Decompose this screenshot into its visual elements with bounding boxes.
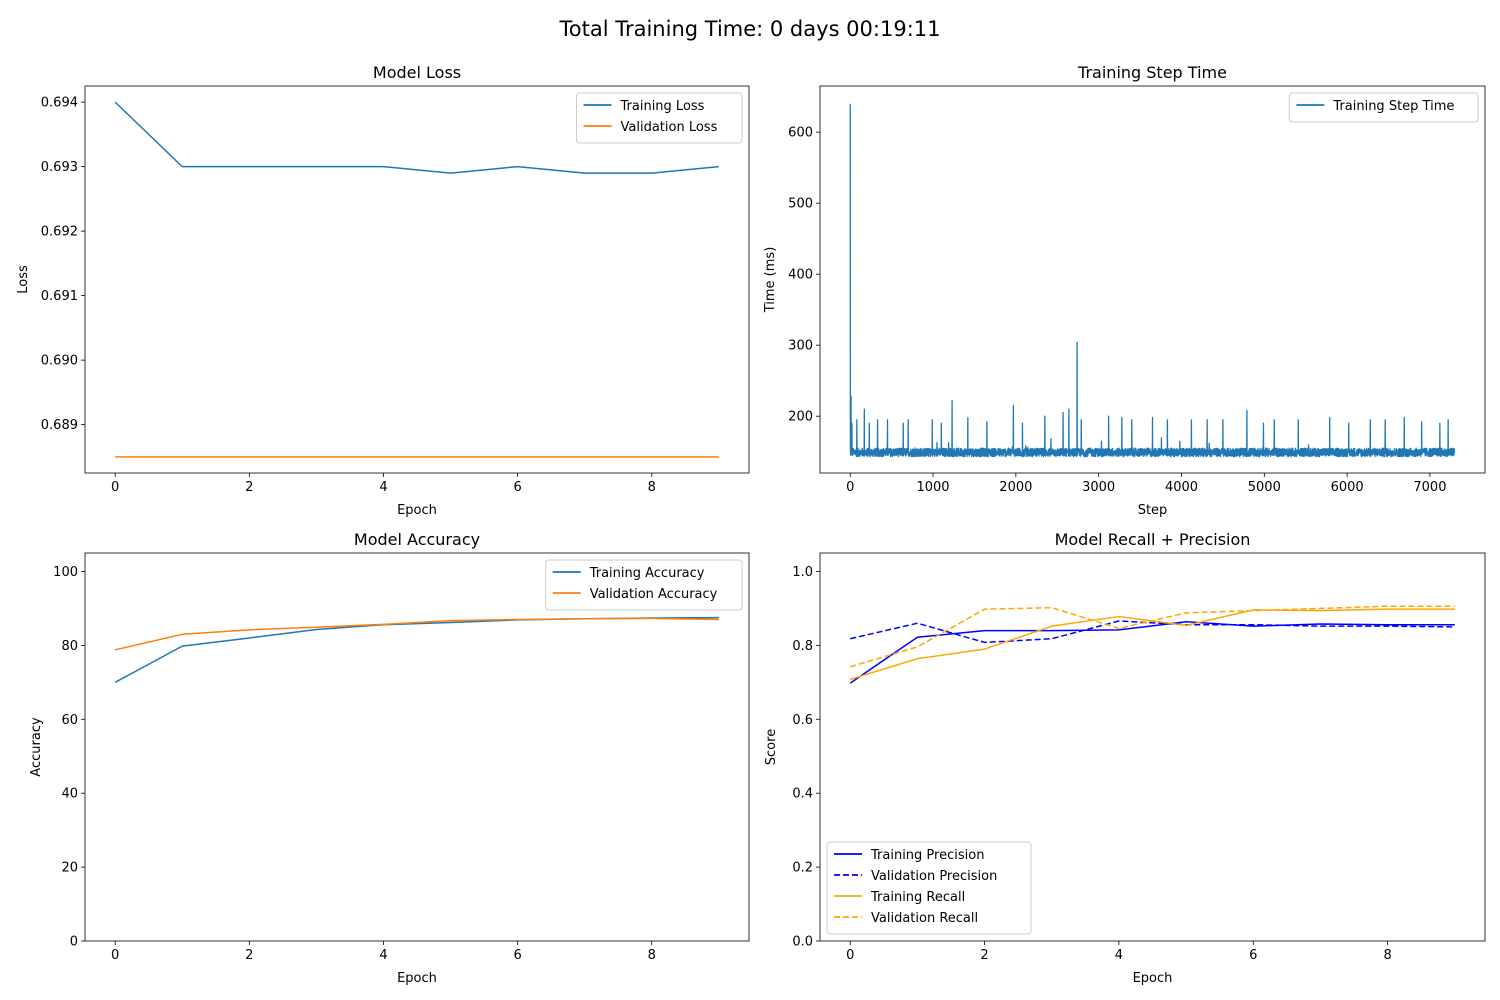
- series-line-training-loss: [114, 101, 719, 174]
- x-axis-label: Epoch: [397, 503, 437, 518]
- y-tick-label: 0.693: [41, 160, 78, 175]
- y-tick-label: 600: [788, 126, 813, 141]
- x-tick-label: 0: [111, 948, 119, 963]
- legend-box: [1288, 92, 1479, 123]
- plot-area: [114, 616, 719, 683]
- series-line-validation-accuracy: [115, 617, 719, 651]
- x-tick-label: 6: [513, 948, 521, 963]
- chart-recall_precision: Model Recall + Precision 0 2 4 6 8 0.0 0.2 0.4 0.…: [764, 530, 1486, 986]
- x-tick-label: 4: [379, 480, 387, 495]
- y-tick-label: 40: [61, 787, 78, 802]
- x-tick-label: 2: [245, 948, 253, 963]
- legend: Training Loss Validation Loss: [576, 92, 743, 144]
- legend-label: Training Step Time: [1332, 99, 1454, 114]
- plot-area: [849, 605, 1455, 684]
- series-line-validation-precision: [850, 620, 1455, 644]
- plot-area: [114, 101, 719, 458]
- series-line-training-precision: [849, 620, 1455, 684]
- x-tick-label: 3000: [1082, 480, 1115, 495]
- chart-steptime: Training Step Time 0 1000 2000 3000 4000 5000 6…: [763, 63, 1486, 518]
- legend-box: [826, 841, 1032, 935]
- x-axis-label: Step: [1138, 503, 1168, 518]
- y-tick-label: 300: [788, 339, 813, 354]
- y-tick-label: 0: [70, 935, 78, 950]
- y-tick-label: 0.691: [41, 289, 78, 304]
- x-tick-label: 5000: [1248, 480, 1281, 495]
- legend-label: Training Loss: [620, 99, 705, 114]
- x-tick-label: 6000: [1331, 480, 1364, 495]
- y-tick-label: 80: [61, 639, 78, 654]
- y-tick-label: 0.690: [41, 354, 78, 369]
- x-tick-label: 7000: [1413, 480, 1446, 495]
- y-tick-label: 400: [788, 268, 813, 283]
- x-tick-label: 8: [648, 948, 656, 963]
- legend-label: Validation Recall: [871, 911, 978, 926]
- legend: Training Accuracy Validation Accuracy: [545, 559, 743, 611]
- x-tick-label: 8: [648, 480, 656, 495]
- chart-title: Model Accuracy: [354, 530, 480, 549]
- x-tick-label: 4000: [1165, 480, 1198, 495]
- x-tick-label: 2: [245, 480, 253, 495]
- y-tick-label: 20: [61, 861, 78, 876]
- x-tick-label: 8: [1383, 948, 1391, 963]
- y-tick-label: 100: [53, 565, 78, 580]
- y-tick-label: 0.692: [41, 225, 78, 240]
- axes-frame: [819, 552, 1486, 942]
- y-tick-label: 0.4: [792, 787, 813, 802]
- legend-label: Training Recall: [870, 890, 965, 905]
- legend-label: Training Accuracy: [589, 566, 705, 581]
- x-tick-label: 1000: [916, 480, 949, 495]
- legend-label: Validation Precision: [871, 869, 997, 884]
- chart-title: Model Loss: [373, 63, 461, 82]
- y-axis-label: Time (ms): [763, 247, 778, 314]
- x-tick-label: 2: [980, 948, 988, 963]
- chart-title: Training Step Time: [1077, 63, 1227, 82]
- x-tick-label: 0: [111, 480, 119, 495]
- y-tick-label: 0.2: [792, 861, 813, 876]
- y-tick-label: 60: [61, 713, 78, 728]
- y-tick-label: 0.0: [792, 935, 813, 950]
- legend-label: Validation Accuracy: [590, 587, 718, 602]
- axes-frame: [819, 85, 1486, 474]
- legend: Training Step Time: [1288, 92, 1479, 123]
- x-tick-label: 6: [513, 480, 521, 495]
- y-axis-label: Accuracy: [29, 717, 44, 777]
- y-axis-label: Score: [764, 729, 779, 765]
- y-tick-label: 0.694: [41, 96, 78, 111]
- y-tick-label: 500: [788, 197, 813, 212]
- legend: Training Precision Validation Precision Tr…: [826, 841, 1032, 935]
- series-line-validation-recall: [850, 605, 1455, 668]
- x-axis-label: Epoch: [1133, 971, 1173, 986]
- legend-box: [576, 92, 743, 144]
- legend-label: Validation Loss: [621, 120, 718, 135]
- chart-loss: Model Loss 0 2 4 6 8 0.689 0.690 0.691 0.692 0.693…: [16, 63, 750, 518]
- series-line-training-accuracy: [114, 616, 719, 683]
- axes-frame: [84, 552, 750, 942]
- y-tick-label: 0.8: [792, 639, 813, 654]
- x-axis-label: Epoch: [397, 971, 437, 986]
- x-tick-label: 4: [1115, 948, 1123, 963]
- x-tick-label: 6: [1249, 948, 1257, 963]
- legend-box: [545, 559, 743, 611]
- y-tick-label: 0.689: [41, 418, 78, 433]
- chart-title: Model Recall + Precision: [1055, 530, 1251, 549]
- axes-frame: [84, 85, 750, 474]
- legend-label: Training Precision: [870, 848, 984, 863]
- x-tick-label: 0: [846, 480, 854, 495]
- plot-area: [849, 103, 1456, 458]
- y-tick-label: 200: [788, 410, 813, 425]
- figure-title: Total Training Time: 0 days 00:19:11: [559, 17, 941, 41]
- y-axis-label: Loss: [16, 265, 31, 294]
- series-line-training-recall: [850, 608, 1455, 681]
- x-tick-label: 4: [379, 948, 387, 963]
- series-line-training-step-time: [849, 103, 1456, 458]
- y-tick-label: 1.0: [792, 565, 813, 580]
- x-tick-label: 0: [846, 948, 854, 963]
- y-tick-label: 0.6: [792, 713, 813, 728]
- x-tick-label: 2000: [999, 480, 1032, 495]
